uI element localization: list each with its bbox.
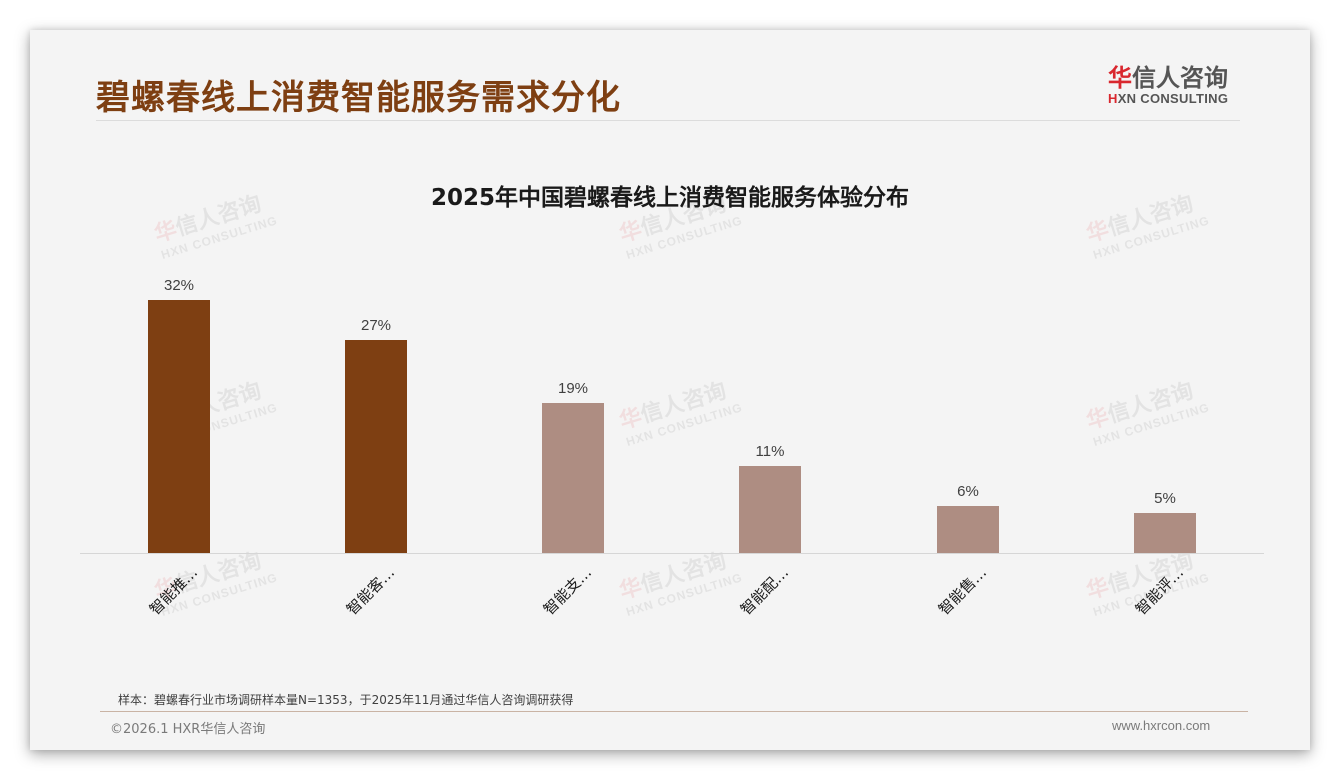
footer-divider <box>100 711 1248 712</box>
logo-en-rest: XN CONSULTING <box>1117 91 1229 106</box>
title-divider <box>96 120 1240 121</box>
bar-5 <box>937 506 999 553</box>
x-axis-category-label: 智能评… <box>1131 563 1188 619</box>
x-axis-category-label: 智能客… <box>342 563 399 619</box>
x-axis-category-label: 智能推… <box>145 563 202 619</box>
logo-cn-rest: 信人咨询 <box>1132 64 1228 92</box>
bar-value-label: 11% <box>755 443 785 460</box>
bar-2 <box>345 340 407 553</box>
bar-6 <box>1134 513 1196 553</box>
page-title: 碧螺春线上消费智能服务需求分化 <box>96 78 621 118</box>
logo-en: HXN CONSULTING <box>1108 91 1248 106</box>
x-axis-category-label: 智能售… <box>934 563 991 619</box>
website-link[interactable]: www.hxrcon.com <box>1112 718 1211 733</box>
brand-logo: 华信人咨询 HXN CONSULTING <box>1108 64 1248 106</box>
logo-hua-char: 华 <box>1108 64 1132 92</box>
x-axis-category-label: 智能配… <box>736 563 793 619</box>
bar-1 <box>148 300 210 553</box>
chart-title: 2025年中国碧螺春线上消费智能服务体验分布 <box>430 185 909 211</box>
bar-value-label: 5% <box>1154 490 1176 507</box>
logo-en-first: H <box>1108 91 1118 106</box>
sample-note: 样本：碧螺春行业市场调研样本量N=1353，于2025年11月通过华信人咨询调研… <box>118 693 574 707</box>
bar-value-label: 27% <box>360 317 392 334</box>
bar-3 <box>542 403 604 553</box>
copyright: ©2026.1 HXR华信人咨询 <box>110 722 266 737</box>
x-axis-category-label: 智能支… <box>539 563 596 619</box>
x-axis-line <box>80 553 1264 554</box>
logo-cn: 华信人咨询 <box>1108 64 1248 92</box>
bar-4 <box>739 466 801 553</box>
bar-value-label: 6% <box>957 483 979 500</box>
bar-value-label: 32% <box>163 277 195 294</box>
bar-chart: 32% 智能推… 27% 智能客… 19% 智能支… 11% 智能配… 6% 智能售… 5% 智能评… <box>80 260 1264 619</box>
bar-value-label: 19% <box>557 380 589 397</box>
slide: 碧螺春线上消费智能服务需求分化 华信人咨询 HXN CONSULTING 华信人… <box>30 30 1310 750</box>
